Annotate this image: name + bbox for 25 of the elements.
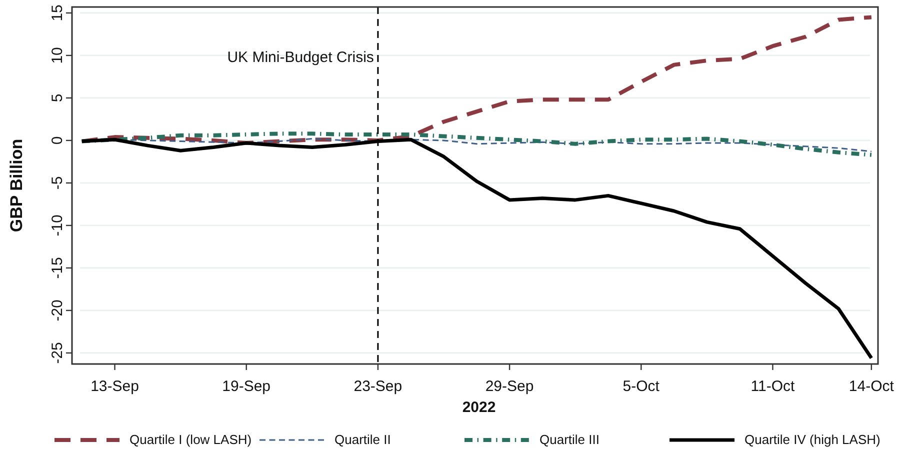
y-tick-label: 0 xyxy=(49,136,66,145)
x-axis-title: 2022 xyxy=(462,399,496,416)
y-tick-label: 5 xyxy=(49,94,66,102)
x-tick-label: 23-Sep xyxy=(354,378,402,395)
y-tick-label: -25 xyxy=(49,342,66,364)
line-series xyxy=(80,15,874,145)
legend-label: Quartile IV (high LASH) xyxy=(744,432,880,447)
x-tick-label: 13-Sep xyxy=(90,378,139,395)
y-tick-label: -20 xyxy=(49,300,66,322)
y-axis-title: GBP Billion xyxy=(7,138,26,232)
legend-label: Quartile II xyxy=(334,432,391,447)
y-tick-label: -15 xyxy=(49,257,66,279)
x-tick-label: 19-Sep xyxy=(222,378,271,395)
y-tick-label: 15 xyxy=(49,4,66,22)
x-tick-label: 5-Oct xyxy=(622,378,660,395)
y-tick-label: 10 xyxy=(49,47,66,64)
y-tick-label: -5 xyxy=(49,176,66,190)
y-tick-label: -10 xyxy=(49,214,66,236)
ref-line-label: UK Mini-Budget Crisis xyxy=(227,49,374,66)
x-tick-label: 29-Sep xyxy=(485,378,534,395)
legend-label: Quartile III xyxy=(540,432,600,447)
legend-label: Quartile I (low LASH) xyxy=(130,432,252,447)
line-series xyxy=(80,132,874,157)
x-tick-label: 11-Oct xyxy=(750,378,796,395)
x-tick-label: 14-Oct xyxy=(848,378,895,395)
